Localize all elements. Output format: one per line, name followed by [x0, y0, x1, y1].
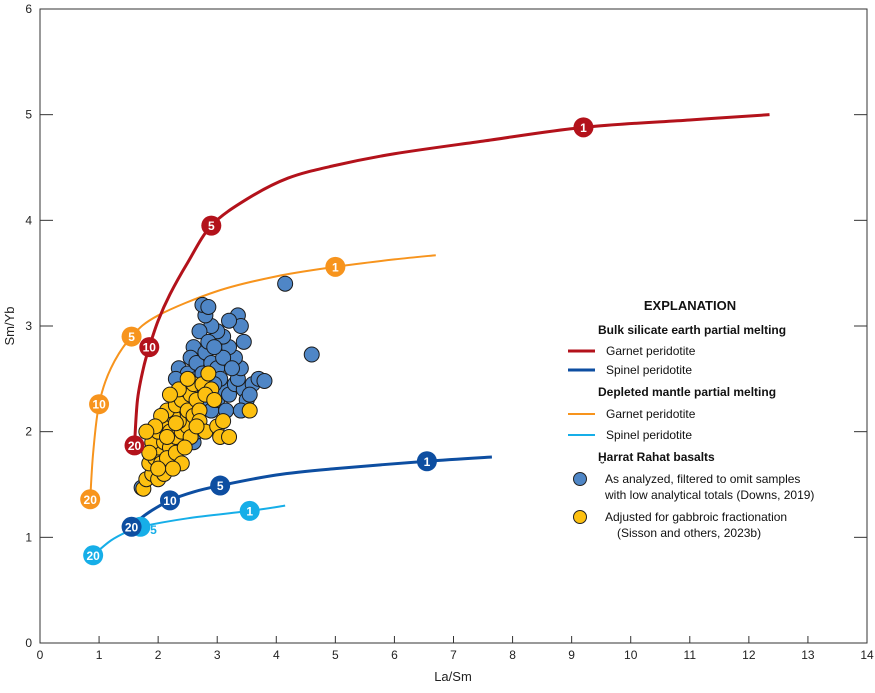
- curve-marker-label: 20: [84, 493, 98, 507]
- data-point: [161, 386, 178, 403]
- data-point: [206, 391, 223, 408]
- curve-marker-label: 10: [163, 494, 177, 508]
- curve-marker-label: 20: [86, 549, 100, 563]
- curve-marker: [210, 475, 231, 496]
- x-tick-label: 12: [742, 648, 756, 662]
- x-tick-label: 4: [273, 648, 280, 662]
- data-point: [215, 413, 232, 430]
- legend-item: with low analytical totals (Downs, 2019): [604, 488, 814, 502]
- x-tick-label: 1: [96, 648, 103, 662]
- legend-item: Spinel peridotite: [606, 363, 692, 377]
- data-point: [164, 460, 181, 477]
- y-tick-label: 6: [25, 2, 32, 16]
- y-tick-label: 3: [25, 319, 32, 333]
- curve-marker-label: 5: [128, 330, 135, 344]
- data-point: [215, 349, 232, 366]
- x-axis-label: La/Sm: [434, 669, 472, 684]
- data-point: [221, 428, 238, 445]
- curve-marker: [121, 326, 142, 347]
- curve-marker: [159, 490, 180, 511]
- data-point: [159, 428, 176, 445]
- legend-item: As analyzed, filtered to omit samples: [605, 472, 800, 486]
- y-tick-label: 2: [25, 425, 32, 439]
- x-tick-label: 6: [391, 648, 398, 662]
- x-tick-label: 0: [37, 648, 44, 662]
- data-point: [167, 415, 184, 432]
- x-tick-label: 3: [214, 648, 221, 662]
- legend-swatch-adjusted: [573, 510, 587, 524]
- data-point: [241, 402, 258, 419]
- legend-item: Adjusted for gabbroic fractionation: [605, 510, 787, 524]
- data-point: [235, 333, 252, 350]
- x-tick-label: 14: [860, 648, 874, 662]
- data-point: [150, 460, 167, 477]
- y-axis-label: Sm/Yb: [2, 306, 17, 345]
- curve-marker: [83, 545, 104, 566]
- curve-marker-label: 5: [217, 479, 224, 493]
- legend-title: EXPLANATION: [644, 298, 736, 313]
- data-point: [206, 339, 223, 356]
- x-tick-label: 7: [450, 648, 457, 662]
- data-point: [179, 370, 196, 387]
- curve-marker: [201, 215, 222, 236]
- curve-marker: [416, 451, 437, 472]
- curve-markers: 20 1 5 20 10 5 1 20 10 5 1 20 10 5 1: [80, 117, 594, 566]
- curve-marker: [573, 117, 594, 138]
- x-tick-label: 5: [332, 648, 339, 662]
- y-tick-label: 5: [25, 108, 32, 122]
- y-tick-label: 0: [25, 636, 32, 650]
- x-tick-label: 10: [624, 648, 638, 662]
- curve-marker: [124, 435, 145, 456]
- scatter-points: [133, 275, 320, 497]
- curve-marker-label: 1: [246, 504, 253, 518]
- curve-marker: [325, 256, 346, 277]
- data-point: [141, 444, 158, 461]
- data-point: [221, 312, 238, 329]
- legend-group-basalts: Ḫarrat Rahat basalts: [598, 450, 715, 464]
- curve-marker: [139, 337, 160, 358]
- curve-marker-label: 10: [143, 341, 157, 355]
- data-point: [256, 372, 273, 389]
- curve-marker: [239, 500, 260, 521]
- data-point: [241, 386, 258, 403]
- data-point: [223, 360, 240, 377]
- data-point: [138, 423, 155, 440]
- x-tick-label: 11: [684, 648, 697, 662]
- x-tick-label: 13: [801, 648, 815, 662]
- data-point: [200, 298, 217, 315]
- legend-item: Garnet peridotite: [606, 344, 696, 358]
- curve-marker: [80, 489, 101, 510]
- legend-item: Spinel peridotite: [606, 428, 692, 442]
- legend-item: (Sisson and others, 2023b): [617, 526, 761, 540]
- legend: EXPLANATION Bulk silicate earth partial …: [568, 298, 814, 540]
- legend-item: Garnet peridotite: [606, 407, 696, 421]
- data-point: [191, 323, 208, 340]
- curve-line: [89, 254, 436, 500]
- x-tick-label: 8: [509, 648, 516, 662]
- curve-marker-label: 20: [125, 520, 139, 534]
- data-point: [200, 365, 217, 382]
- curve-marker-label: 5: [208, 219, 215, 233]
- curve-marker-label: 20: [128, 439, 142, 453]
- y-tick-label: 4: [25, 213, 32, 227]
- legend-group-dm: Depleted mantle partial melting: [598, 385, 776, 399]
- y-tick-label: 1: [25, 530, 32, 544]
- x-tick-label: 9: [568, 648, 575, 662]
- legend-group-bse: Bulk silicate earth partial melting: [598, 323, 786, 337]
- curve-marker: [89, 394, 110, 415]
- curve-marker-label: 1: [332, 260, 339, 274]
- data-point: [277, 275, 294, 292]
- data-point: [176, 439, 193, 456]
- data-point: [303, 346, 320, 363]
- curve-marker-label: 1: [580, 121, 587, 135]
- curve-marker: [121, 516, 142, 537]
- curve-annotation: 5: [150, 523, 157, 537]
- legend-swatch-as-analyzed: [573, 472, 587, 486]
- data-point: [188, 418, 205, 435]
- curve-marker-label: 10: [92, 398, 106, 412]
- curve-marker-label: 1: [424, 455, 431, 469]
- x-tick-label: 2: [155, 648, 162, 662]
